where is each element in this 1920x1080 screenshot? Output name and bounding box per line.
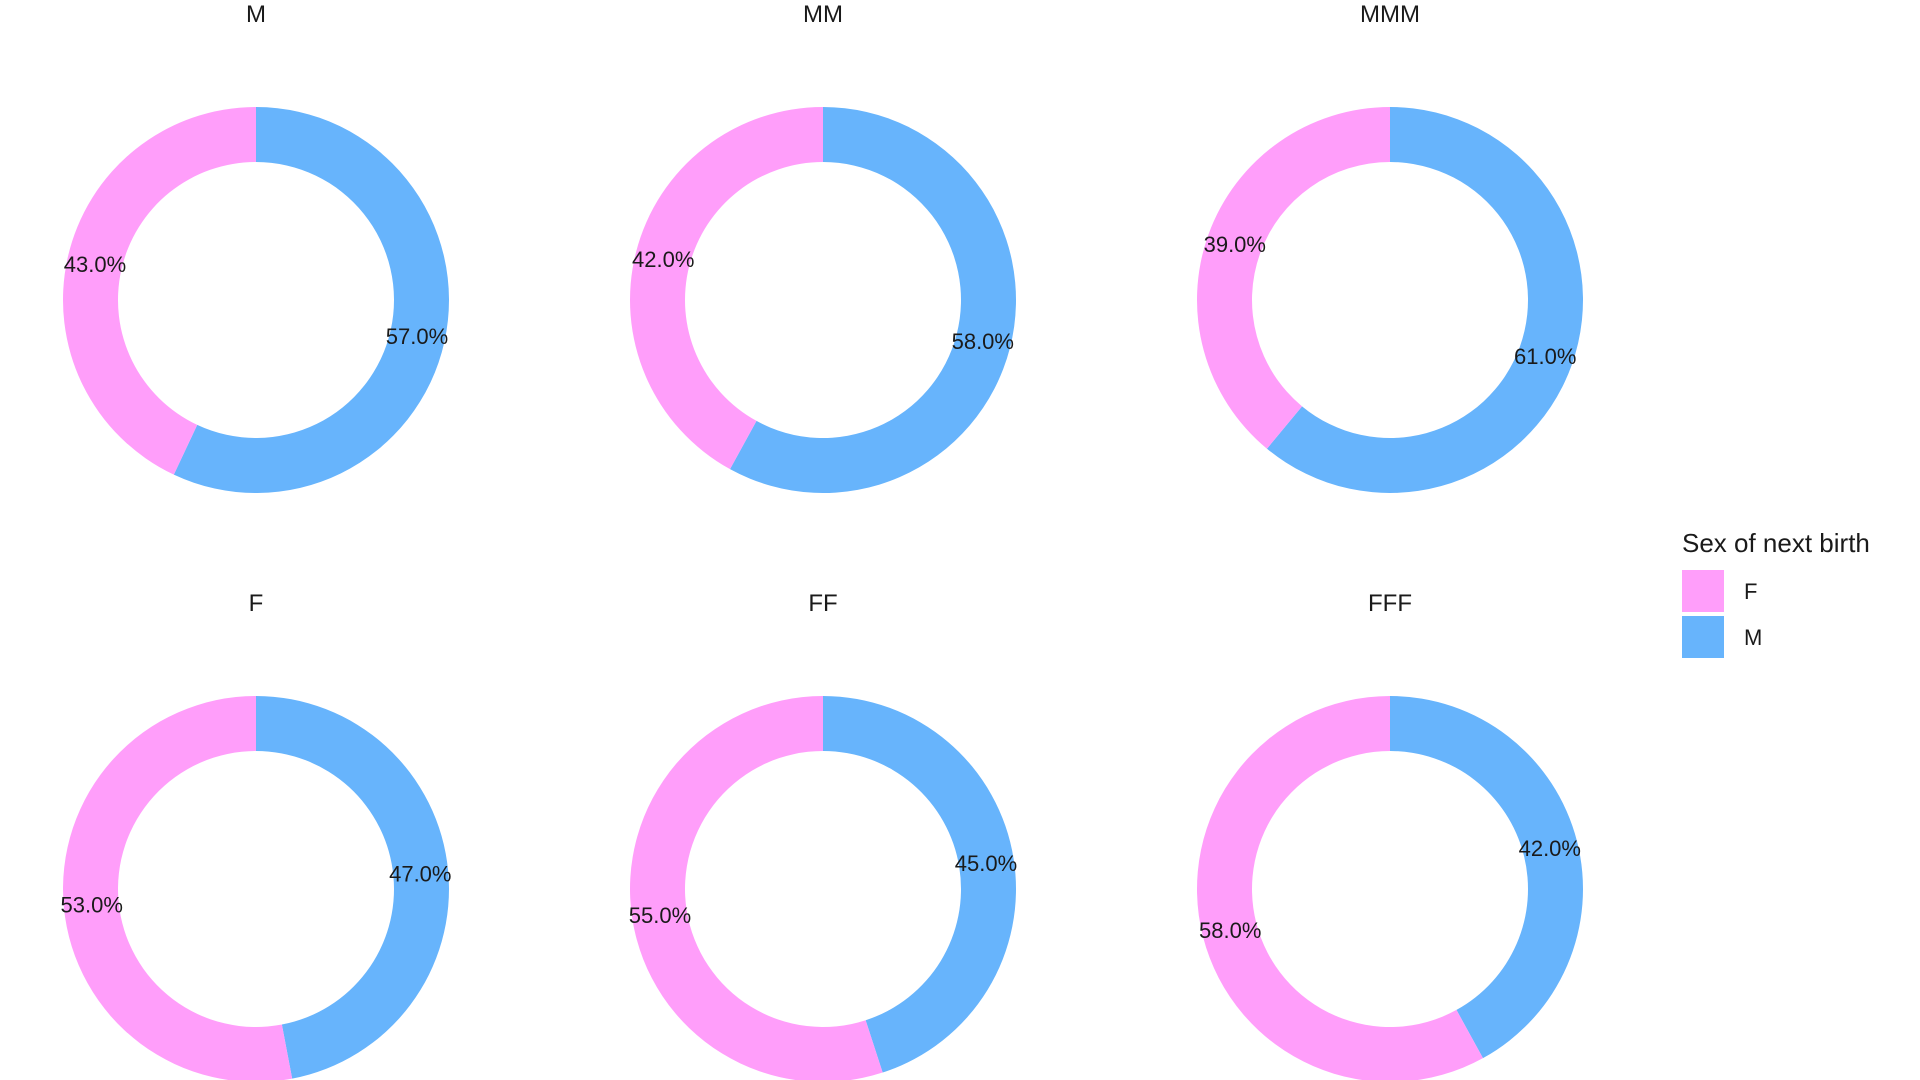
legend-key-m-swatch [1682,616,1724,658]
donut-panel-m: M 57.0% 43.0% [62,1,450,493]
slice-f-m [256,695,449,1079]
slice-label-fff-f: 58.0% [1199,918,1261,943]
panel-title-mmm: MMM [1360,1,1420,28]
slice-mm-f [630,107,823,470]
legend-key-f-swatch [1682,570,1724,612]
donut-panel-fff: FFF 42.0% 58.0% [1197,590,1584,1080]
panel-title-ff: FF [808,590,837,617]
slice-m-f [62,107,256,475]
donut-panel-ff: FF 45.0% 55.0% [629,590,1017,1080]
slice-m-m [173,107,450,493]
legend-key-f-label: F [1744,579,1757,604]
slice-label-mm-f: 42.0% [632,247,694,272]
slice-label-fff-m: 42.0% [1519,836,1581,861]
legend-key-m-label: M [1744,625,1762,650]
legend-title: Sex of next birth [1682,528,1870,558]
slice-fff-f [1197,696,1483,1080]
slice-mmm-f [1197,107,1390,449]
slice-label-ff-f: 55.0% [629,903,691,928]
slice-label-m-m: 57.0% [386,324,448,349]
slice-label-m-f: 43.0% [64,252,126,277]
legend: Sex of next birth F M [1682,528,1870,658]
slice-mmm-m [1266,107,1584,493]
panels-group: M 57.0% 43.0% MM 58.0% 42.0% MMM 61.0% 39.0% F 47.… [61,1,1584,1080]
slice-label-f-m: 47.0% [389,862,451,887]
slice-ff-f [630,696,883,1080]
panel-title-fff: FFF [1368,590,1412,617]
donut-panel-mmm: MMM 61.0% 39.0% [1197,1,1584,493]
slice-f-f [63,696,293,1080]
slice-mm-m [730,107,1016,494]
slice-label-f-f: 53.0% [61,893,123,918]
panel-title-mm: MM [803,1,843,28]
slice-ff-m [823,696,1016,1073]
slice-label-mmm-f: 39.0% [1204,232,1266,257]
donut-panel-mm: MM 58.0% 42.0% [630,1,1016,494]
slice-fff-m [1390,695,1584,1059]
panel-title-m: M [246,1,266,28]
slice-label-ff-m: 45.0% [955,851,1017,876]
donut-panel-f: F 47.0% 53.0% [61,590,451,1080]
panel-title-f: F [249,590,264,617]
slice-label-mm-m: 58.0% [952,329,1014,354]
slice-label-mmm-m: 61.0% [1514,344,1576,369]
